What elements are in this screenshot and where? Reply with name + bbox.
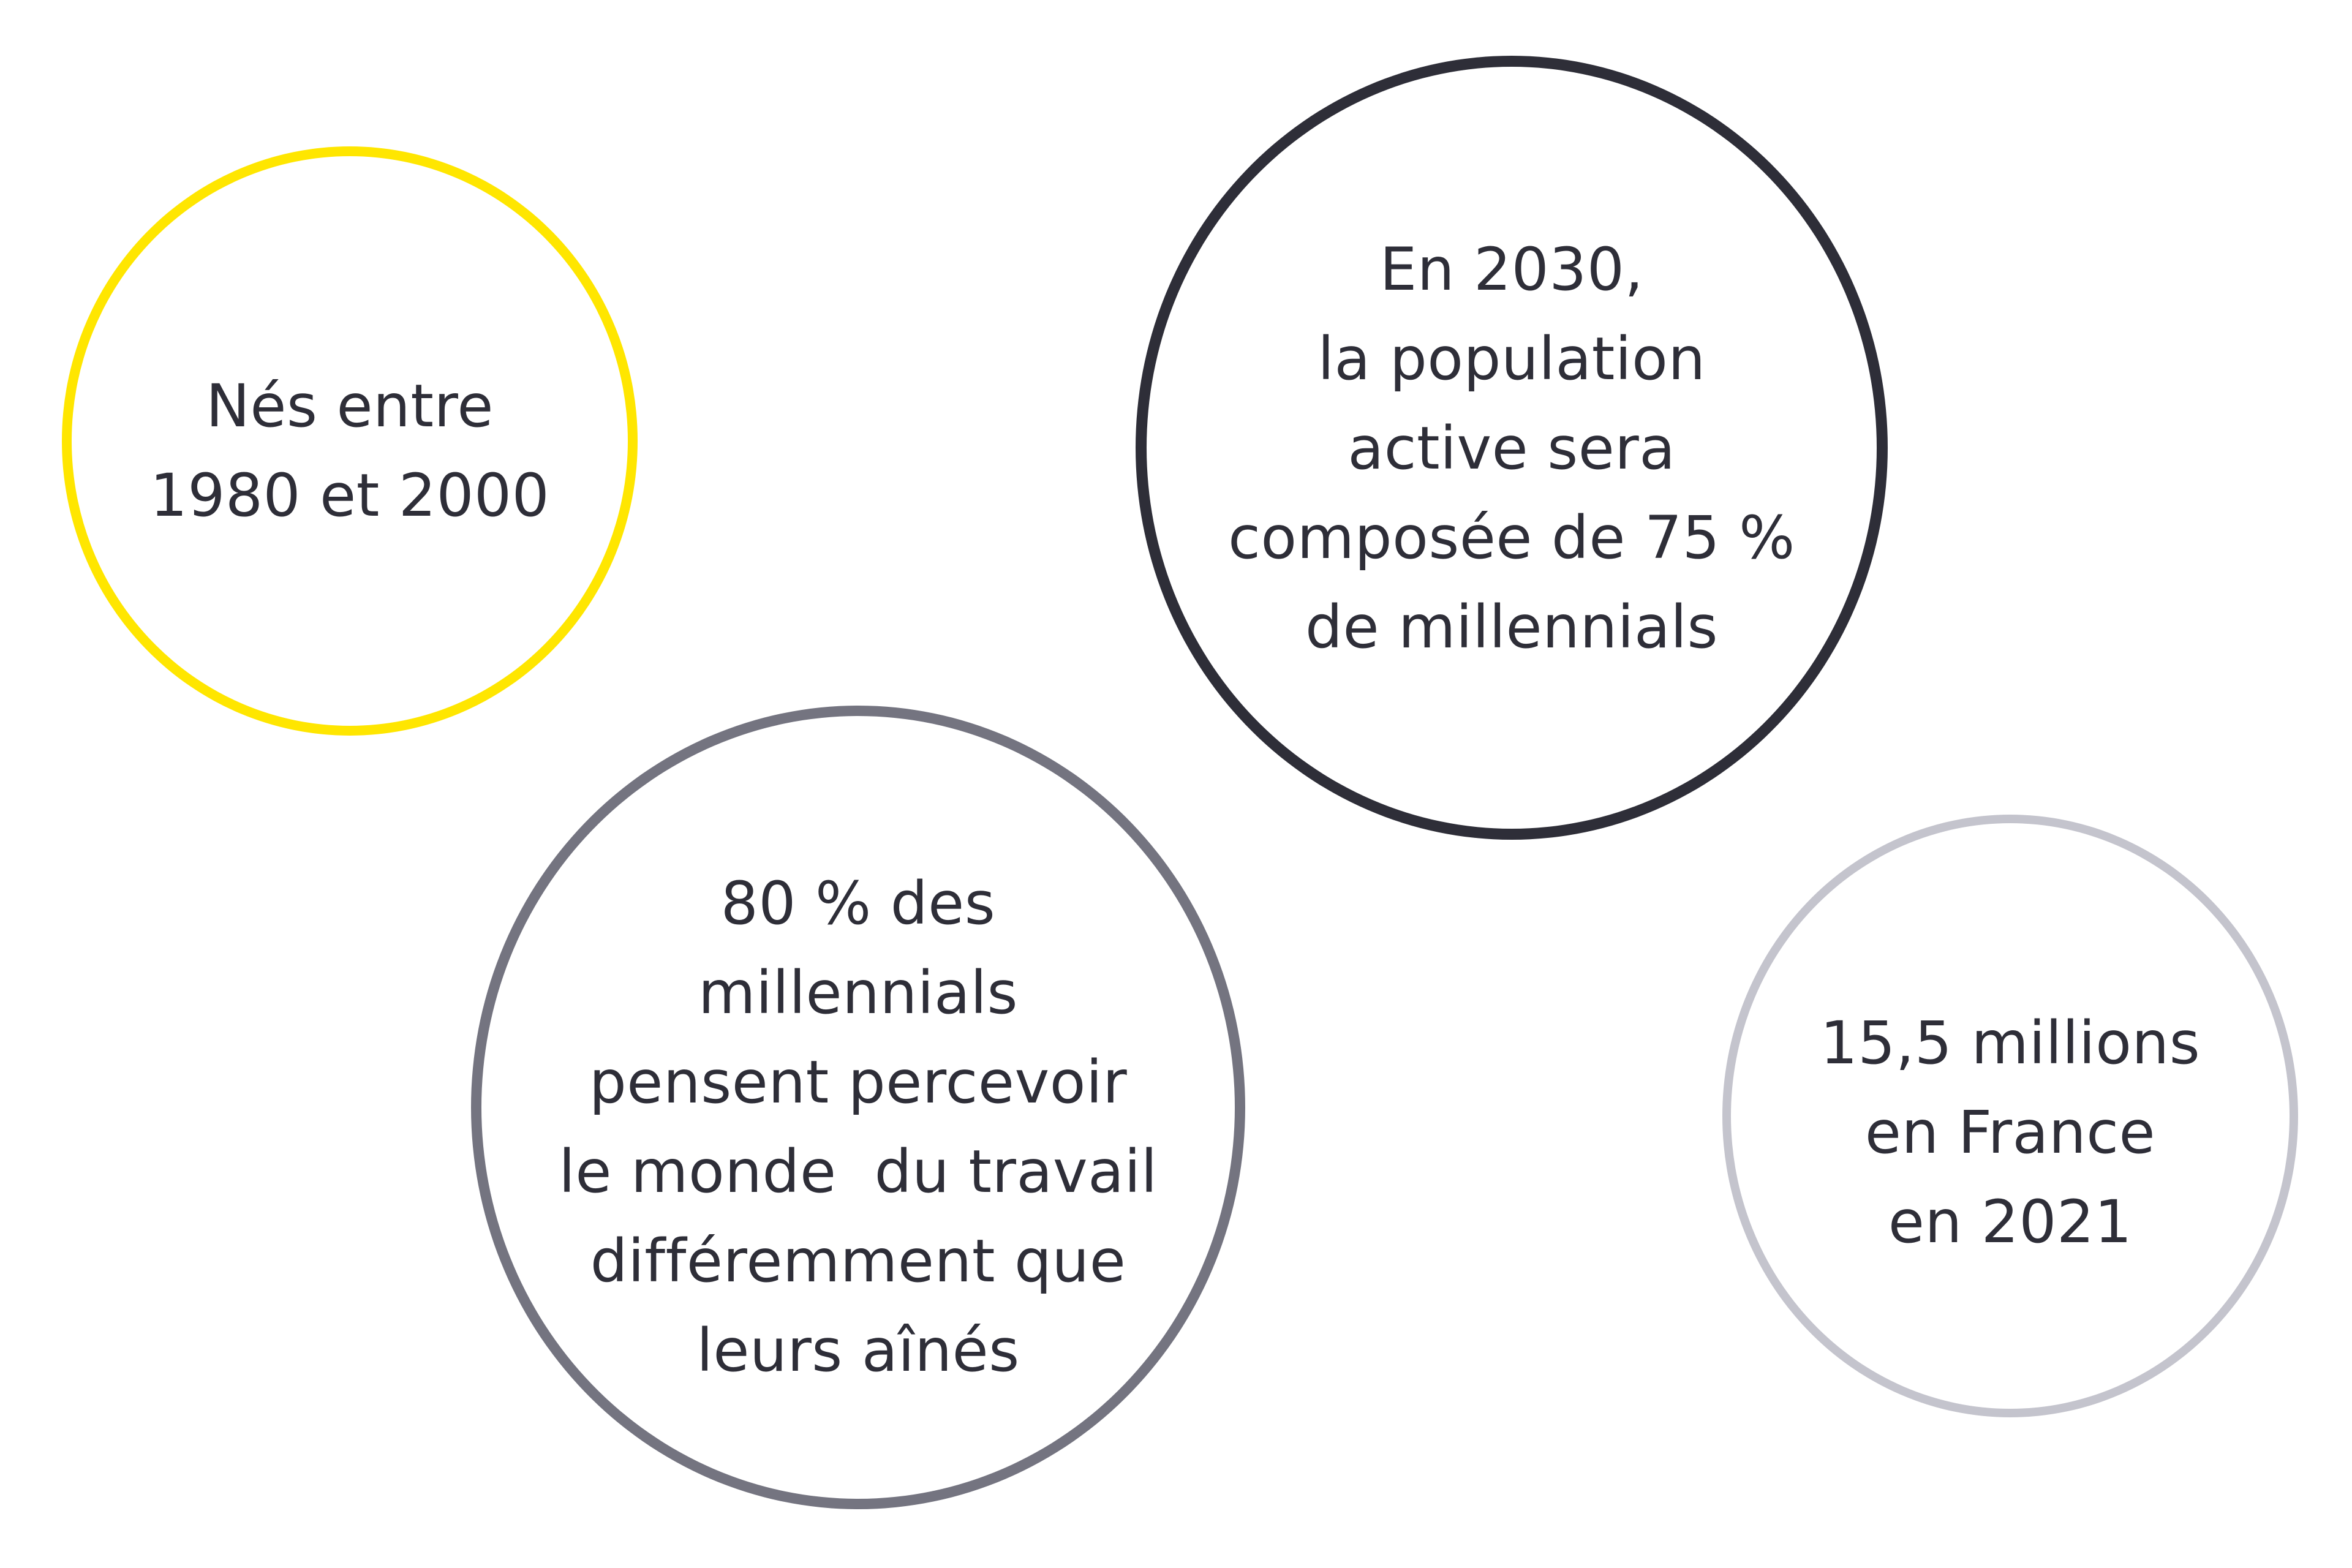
- text-line: active sera: [1348, 414, 1676, 483]
- birth-years-circle: Nés entre 1980 et 2000: [62, 146, 638, 736]
- work-perception-circle: 80 % des millennials pensent percevoir l…: [471, 706, 1245, 1509]
- work-perception-text: 80 % des millennials pensent percevoir l…: [481, 859, 1235, 1395]
- text-line: composée de 75 %: [1228, 503, 1795, 572]
- text-line: 15,5 millions: [1820, 1009, 2201, 1077]
- text-line: millennials: [698, 959, 1018, 1027]
- text-line: 80 % des: [720, 869, 996, 938]
- workforce-2030-text: En 2030, la population active sera compo…: [1147, 225, 1877, 672]
- text-line: le monde du travail: [559, 1137, 1158, 1206]
- workforce-2030-circle: En 2030, la population active sera compo…: [1136, 56, 1888, 840]
- text-line: la population: [1317, 325, 1706, 393]
- text-line: de millennials: [1305, 593, 1718, 662]
- birth-years-text: Nés entre 1980 et 2000: [72, 361, 628, 540]
- text-line: 1980 et 2000: [149, 461, 550, 530]
- text-line: différemment que: [590, 1227, 1126, 1295]
- text-line: en 2021: [1888, 1188, 2133, 1256]
- text-line: leurs aînés: [696, 1316, 1020, 1385]
- text-line: Nés entre: [206, 372, 494, 440]
- text-line: pensent percevoir: [589, 1048, 1128, 1117]
- france-population-circle: 15,5 millions en France en 2021: [1722, 815, 2298, 1417]
- text-line: En 2030,: [1379, 235, 1644, 304]
- text-line: en France: [1864, 1098, 2156, 1167]
- france-population-text: 15,5 millions en France en 2021: [1731, 998, 2290, 1267]
